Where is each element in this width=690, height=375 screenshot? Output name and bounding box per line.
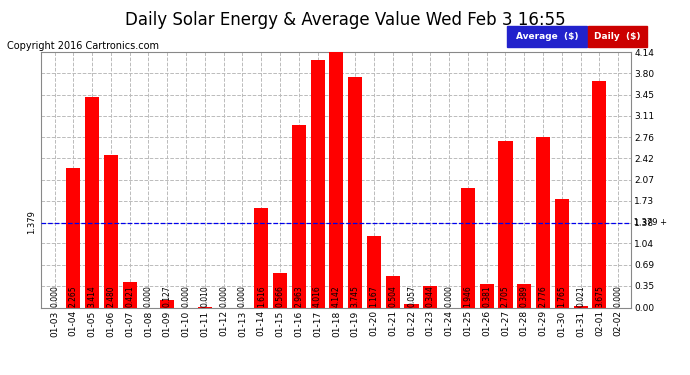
Text: 0.344: 0.344 bbox=[426, 285, 435, 307]
Bar bbox=[404, 304, 419, 307]
Text: 0.566: 0.566 bbox=[275, 285, 284, 307]
Text: 0.127: 0.127 bbox=[163, 286, 172, 307]
Bar bbox=[592, 81, 607, 308]
Text: 1.167: 1.167 bbox=[369, 286, 378, 307]
Text: 0.000: 0.000 bbox=[238, 285, 247, 307]
Bar bbox=[292, 125, 306, 308]
Bar bbox=[123, 282, 137, 308]
Text: 2.705: 2.705 bbox=[501, 285, 510, 307]
Text: 0.000: 0.000 bbox=[444, 285, 453, 307]
Text: 4.016: 4.016 bbox=[313, 285, 322, 307]
Text: Average  ($): Average ($) bbox=[515, 32, 578, 41]
Bar bbox=[85, 97, 99, 308]
Bar bbox=[423, 286, 437, 308]
Bar bbox=[310, 60, 324, 308]
Bar bbox=[536, 136, 550, 308]
Text: 0.000: 0.000 bbox=[613, 285, 622, 307]
Bar bbox=[386, 276, 400, 308]
Bar bbox=[160, 300, 175, 307]
Bar bbox=[66, 168, 81, 308]
Bar bbox=[498, 141, 513, 308]
Bar bbox=[555, 199, 569, 308]
Bar bbox=[480, 284, 494, 308]
Text: 1.946: 1.946 bbox=[464, 285, 473, 307]
Text: 1.616: 1.616 bbox=[257, 286, 266, 307]
Bar bbox=[254, 208, 268, 308]
Bar bbox=[461, 188, 475, 308]
Text: 3.414: 3.414 bbox=[88, 285, 97, 307]
Bar bbox=[367, 236, 381, 308]
Text: 0.421: 0.421 bbox=[125, 286, 134, 307]
Text: 4.142: 4.142 bbox=[332, 286, 341, 307]
Text: Daily Solar Energy & Average Value Wed Feb 3 16:55: Daily Solar Energy & Average Value Wed F… bbox=[125, 11, 565, 29]
Text: 3.675: 3.675 bbox=[595, 285, 604, 307]
Bar bbox=[104, 155, 118, 308]
Bar bbox=[518, 284, 531, 308]
Text: 0.000: 0.000 bbox=[50, 285, 59, 307]
Bar bbox=[573, 306, 588, 308]
Text: 0.057: 0.057 bbox=[407, 285, 416, 307]
Text: 2.963: 2.963 bbox=[295, 285, 304, 307]
Bar bbox=[198, 307, 212, 308]
Text: Copyright 2016 Cartronics.com: Copyright 2016 Cartronics.com bbox=[7, 41, 159, 51]
Text: 0.000: 0.000 bbox=[219, 285, 228, 307]
Text: 1.379 +: 1.379 + bbox=[631, 218, 667, 227]
Text: 2.265: 2.265 bbox=[69, 286, 78, 307]
Bar bbox=[273, 273, 287, 308]
Text: 0.000: 0.000 bbox=[181, 285, 190, 307]
Text: 1.379: 1.379 bbox=[28, 211, 37, 234]
Text: 0.389: 0.389 bbox=[520, 285, 529, 307]
Text: 0.010: 0.010 bbox=[200, 285, 209, 307]
Text: 1.765: 1.765 bbox=[558, 285, 566, 307]
Text: 0.021: 0.021 bbox=[576, 286, 585, 307]
Text: 2.776: 2.776 bbox=[539, 285, 548, 307]
Text: 0.000: 0.000 bbox=[144, 285, 153, 307]
Text: 2.480: 2.480 bbox=[106, 286, 115, 307]
Bar bbox=[348, 77, 362, 308]
Text: Daily  ($): Daily ($) bbox=[594, 32, 640, 41]
Text: 3.745: 3.745 bbox=[351, 285, 359, 307]
Bar bbox=[329, 53, 344, 308]
Text: 0.504: 0.504 bbox=[388, 285, 397, 307]
Text: 0.381: 0.381 bbox=[482, 286, 491, 307]
